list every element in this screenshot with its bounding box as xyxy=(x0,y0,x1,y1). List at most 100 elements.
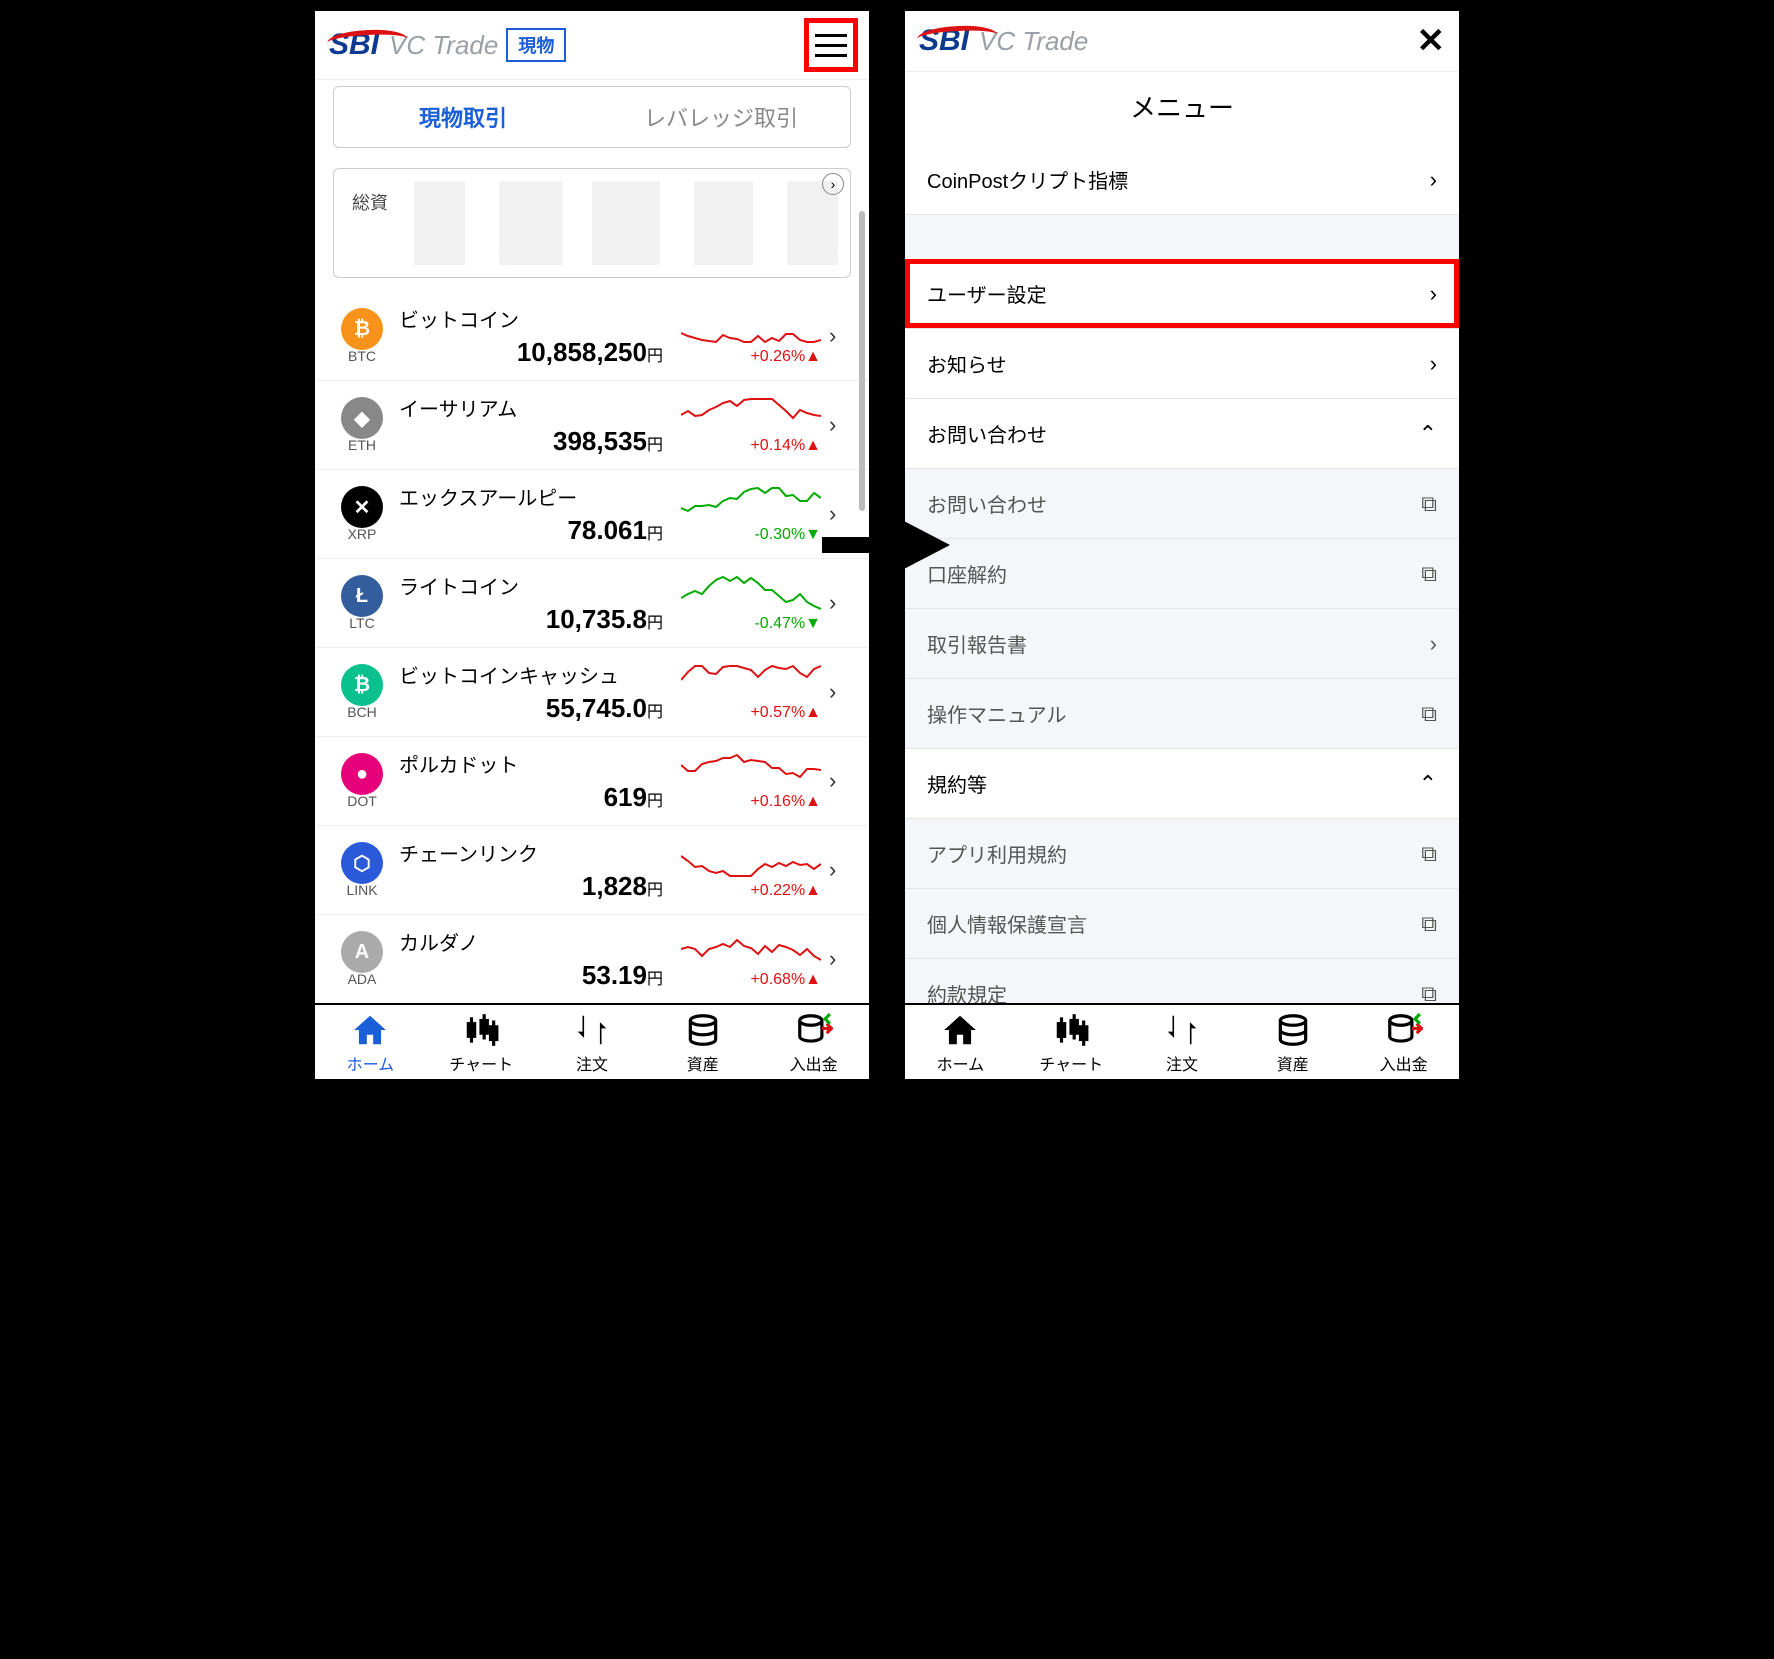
menu-item[interactable]: お知らせ › xyxy=(905,329,1459,399)
menu-item[interactable]: 口座解約 ⧉ xyxy=(905,539,1459,609)
nav-chart[interactable]: チャート xyxy=(426,1005,537,1079)
coin-icon: ₿ xyxy=(341,664,383,706)
coin-row[interactable]: Ł LTC ライトコイン 10,735.8円 -0.47%▼ › xyxy=(315,559,869,648)
coin-price: 10,735.8円 xyxy=(399,604,663,635)
chevron-up-icon: ⌃ xyxy=(1419,771,1437,797)
nav-io[interactable]: 入出金 xyxy=(1348,1005,1459,1079)
nav-label: 入出金 xyxy=(1380,1051,1428,1075)
nav-home[interactable]: ホーム xyxy=(905,1005,1016,1079)
menu-item[interactable]: お問い合わせ ⌃ xyxy=(905,399,1459,469)
coin-icon: ✕ xyxy=(341,486,383,528)
menu-item[interactable]: CoinPostクリプト指標 › xyxy=(905,145,1459,215)
tab-leverage[interactable]: レバレッジ取引 xyxy=(592,87,850,147)
chevron-right-icon[interactable]: › xyxy=(829,590,851,616)
coin-symbol: ETH xyxy=(348,437,376,453)
menu-item[interactable]: 約款規定 ⧉ xyxy=(905,959,1459,1003)
coin-row[interactable]: ₿ BTC ビットコイン 10,858,250円 +0.26%▲ › xyxy=(315,292,869,381)
coin-price: 619円 xyxy=(399,782,663,813)
menu-item[interactable]: ユーザー設定 › xyxy=(905,259,1459,329)
coin-name: カルダノ xyxy=(399,927,663,956)
topbar: SBI VC Trade 現物 xyxy=(315,11,869,80)
menu-item[interactable]: お問い合わせ ⧉ xyxy=(905,469,1459,539)
coin-price: 1,828円 xyxy=(399,871,663,902)
menu-item[interactable]: アプリ利用規約 ⧉ xyxy=(905,819,1459,889)
nav-home[interactable]: ホーム xyxy=(315,1005,426,1079)
nav-label: ホーム xyxy=(347,1051,395,1075)
coin-row[interactable]: ◆ ETH イーサリアム 398,535円 +0.14%▲ › xyxy=(315,381,869,470)
menu-item-label: アプリ利用規約 xyxy=(927,839,1067,868)
chevron-right-icon: › xyxy=(1430,631,1437,657)
chevron-up-icon: ⌃ xyxy=(1419,421,1437,447)
coin-row[interactable]: ✕ XRP エックスアールピー 78.061円 -0.30%▼ › xyxy=(315,470,869,559)
total-asset-card[interactable]: 総資 › xyxy=(333,168,851,278)
nav-asset[interactable]: 資産 xyxy=(1237,1005,1348,1079)
chevron-right-icon[interactable]: › xyxy=(829,946,851,972)
coin-row[interactable]: ⬡ LINK チェーンリンク 1,828円 +0.22%▲ › xyxy=(315,826,869,915)
coin-symbol: LINK xyxy=(346,882,377,898)
coin-symbol: ADA xyxy=(348,971,377,987)
coin-pct: +0.26%▲ xyxy=(750,348,821,366)
nav-label: 注文 xyxy=(576,1051,608,1075)
nav-order[interactable]: 注文 xyxy=(537,1005,648,1079)
spot-badge: 現物 xyxy=(506,28,566,62)
asset-chevron-icon[interactable]: › xyxy=(822,173,844,195)
menu-item-label: 約款規定 xyxy=(927,979,1007,1003)
coin-pct: +0.68%▲ xyxy=(750,971,821,989)
chevron-right-icon[interactable]: › xyxy=(829,679,851,705)
external-link-icon: ⧉ xyxy=(1421,841,1437,867)
bottom-nav: ホーム チャート 注文 資産 入出金 xyxy=(905,1003,1459,1079)
menu-item-label: 規約等 xyxy=(927,769,987,798)
menu-item[interactable]: 取引報告書 › xyxy=(905,609,1459,679)
menu-item-label: CoinPostクリプト指標 xyxy=(927,165,1128,194)
chevron-right-icon: › xyxy=(1430,167,1437,193)
nav-chart[interactable]: チャート xyxy=(1016,1005,1127,1079)
coin-name: ビットコイン xyxy=(399,304,663,333)
coin-pct: +0.14%▲ xyxy=(750,437,821,455)
coin-price: 55,745.0円 xyxy=(399,693,663,724)
menu-item-label: 取引報告書 xyxy=(927,629,1027,658)
nav-label: チャート xyxy=(449,1051,513,1075)
menu-item[interactable]: 規約等 ⌃ xyxy=(905,749,1459,819)
coin-icon: ● xyxy=(341,753,383,795)
right-screen: SBI VC Trade ✕ メニュー CoinPostクリプト指標 › ユーザ… xyxy=(902,8,1462,1082)
scrollbar[interactable] xyxy=(859,211,865,511)
coin-list: ₿ BTC ビットコイン 10,858,250円 +0.26%▲ › ◆ ETH… xyxy=(315,292,869,1003)
coin-row[interactable]: ₿ BCH ビットコインキャッシュ 55,745.0円 +0.57%▲ › xyxy=(315,648,869,737)
coin-pct: -0.47%▼ xyxy=(754,615,821,633)
menu-item[interactable]: 個人情報保護宣言 ⧉ xyxy=(905,889,1459,959)
coin-row[interactable]: A ADA カルダノ 53.19円 +0.68%▲ › xyxy=(315,915,869,1003)
coin-name: チェーンリンク xyxy=(399,838,663,867)
coin-symbol: BTC xyxy=(348,348,376,364)
flow-arrow-icon xyxy=(872,8,902,1082)
left-screen: SBI VC Trade 現物 現物取引 レバレッジ取引 総資 › ₿ BTC … xyxy=(312,8,872,1082)
external-link-icon: ⧉ xyxy=(1421,491,1437,517)
chevron-right-icon[interactable]: › xyxy=(829,323,851,349)
hamburger-icon[interactable] xyxy=(807,21,855,69)
nav-io[interactable]: 入出金 xyxy=(758,1005,869,1079)
external-link-icon: ⧉ xyxy=(1421,911,1437,937)
coin-row[interactable]: ● DOT ポルカドット 619円 +0.16%▲ › xyxy=(315,737,869,826)
chevron-right-icon[interactable]: › xyxy=(829,412,851,438)
coin-icon: ₿ xyxy=(341,308,383,350)
menu-title: メニュー xyxy=(905,72,1459,145)
logo-vc: VC Trade xyxy=(389,30,498,61)
nav-asset[interactable]: 資産 xyxy=(647,1005,758,1079)
coin-name: ライトコイン xyxy=(399,571,663,600)
tab-spot[interactable]: 現物取引 xyxy=(334,87,592,147)
coin-pct: +0.22%▲ xyxy=(750,882,821,900)
close-icon[interactable]: ✕ xyxy=(1417,21,1446,61)
nav-label: 資産 xyxy=(687,1051,719,1075)
logo: SBI VC Trade xyxy=(919,24,1088,58)
coin-pct: -0.30%▼ xyxy=(754,526,821,544)
nav-order[interactable]: 注文 xyxy=(1127,1005,1238,1079)
logo: SBI VC Trade xyxy=(329,28,498,62)
chevron-right-icon[interactable]: › xyxy=(829,768,851,794)
menu-item[interactable]: 操作マニュアル ⧉ xyxy=(905,679,1459,749)
coin-price: 10,858,250円 xyxy=(399,337,663,368)
chevron-right-icon: › xyxy=(1430,351,1437,377)
coin-symbol: DOT xyxy=(347,793,377,809)
coin-price: 398,535円 xyxy=(399,426,663,457)
chevron-right-icon[interactable]: › xyxy=(829,857,851,883)
menu-item-label: ユーザー設定 xyxy=(927,279,1047,308)
nav-label: チャート xyxy=(1039,1051,1103,1075)
